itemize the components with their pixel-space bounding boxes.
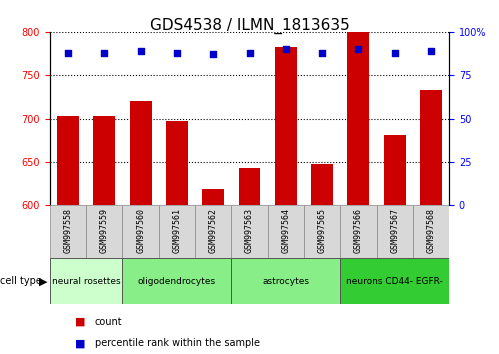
Text: GSM997562: GSM997562 xyxy=(209,208,218,253)
Point xyxy=(427,48,435,54)
Point xyxy=(100,50,108,56)
Bar xyxy=(86,205,122,258)
Bar xyxy=(202,189,224,205)
Bar xyxy=(57,116,79,205)
Text: astrocytes: astrocytes xyxy=(262,277,309,286)
Bar xyxy=(122,205,159,258)
Point xyxy=(137,48,145,54)
Text: GSM997567: GSM997567 xyxy=(390,208,399,253)
Text: oligodendrocytes: oligodendrocytes xyxy=(138,277,216,286)
Text: GDS4538 / ILMN_1813635: GDS4538 / ILMN_1813635 xyxy=(150,18,349,34)
Bar xyxy=(232,258,340,304)
Text: ■: ■ xyxy=(75,317,85,327)
Point xyxy=(282,46,290,52)
Text: GSM997566: GSM997566 xyxy=(354,208,363,253)
Bar xyxy=(122,258,232,304)
Bar xyxy=(159,205,195,258)
Bar xyxy=(377,205,413,258)
Bar xyxy=(347,32,369,205)
Bar xyxy=(267,205,304,258)
Point xyxy=(318,50,326,56)
Text: neural rosettes: neural rosettes xyxy=(52,277,120,286)
Text: GSM997559: GSM997559 xyxy=(100,208,109,253)
Bar xyxy=(239,168,260,205)
Point xyxy=(354,46,362,52)
Point xyxy=(246,50,253,56)
Bar xyxy=(311,164,333,205)
Text: GSM997558: GSM997558 xyxy=(63,208,72,253)
Bar xyxy=(340,258,449,304)
Bar xyxy=(275,47,297,205)
Point xyxy=(391,50,399,56)
Bar xyxy=(166,121,188,205)
Text: percentile rank within the sample: percentile rank within the sample xyxy=(95,338,260,348)
Text: ■: ■ xyxy=(75,338,85,348)
Text: GSM997560: GSM997560 xyxy=(136,208,145,253)
Bar xyxy=(420,90,442,205)
Text: GSM997563: GSM997563 xyxy=(245,208,254,253)
Text: GSM997564: GSM997564 xyxy=(281,208,290,253)
Text: neurons CD44- EGFR-: neurons CD44- EGFR- xyxy=(346,277,443,286)
Bar xyxy=(50,205,86,258)
Text: count: count xyxy=(95,317,122,327)
Bar xyxy=(304,205,340,258)
Point xyxy=(173,50,181,56)
Point xyxy=(64,50,72,56)
Text: cell type: cell type xyxy=(0,276,45,286)
Bar xyxy=(93,116,115,205)
Text: ▶: ▶ xyxy=(39,276,47,286)
Bar xyxy=(384,135,406,205)
Bar xyxy=(130,101,152,205)
Bar xyxy=(232,205,267,258)
Text: GSM997561: GSM997561 xyxy=(173,208,182,253)
Point xyxy=(209,52,217,57)
Text: GSM997565: GSM997565 xyxy=(317,208,326,253)
Bar xyxy=(413,205,449,258)
Bar xyxy=(195,205,232,258)
Bar xyxy=(340,205,377,258)
Bar xyxy=(50,258,122,304)
Text: GSM997568: GSM997568 xyxy=(427,208,436,253)
